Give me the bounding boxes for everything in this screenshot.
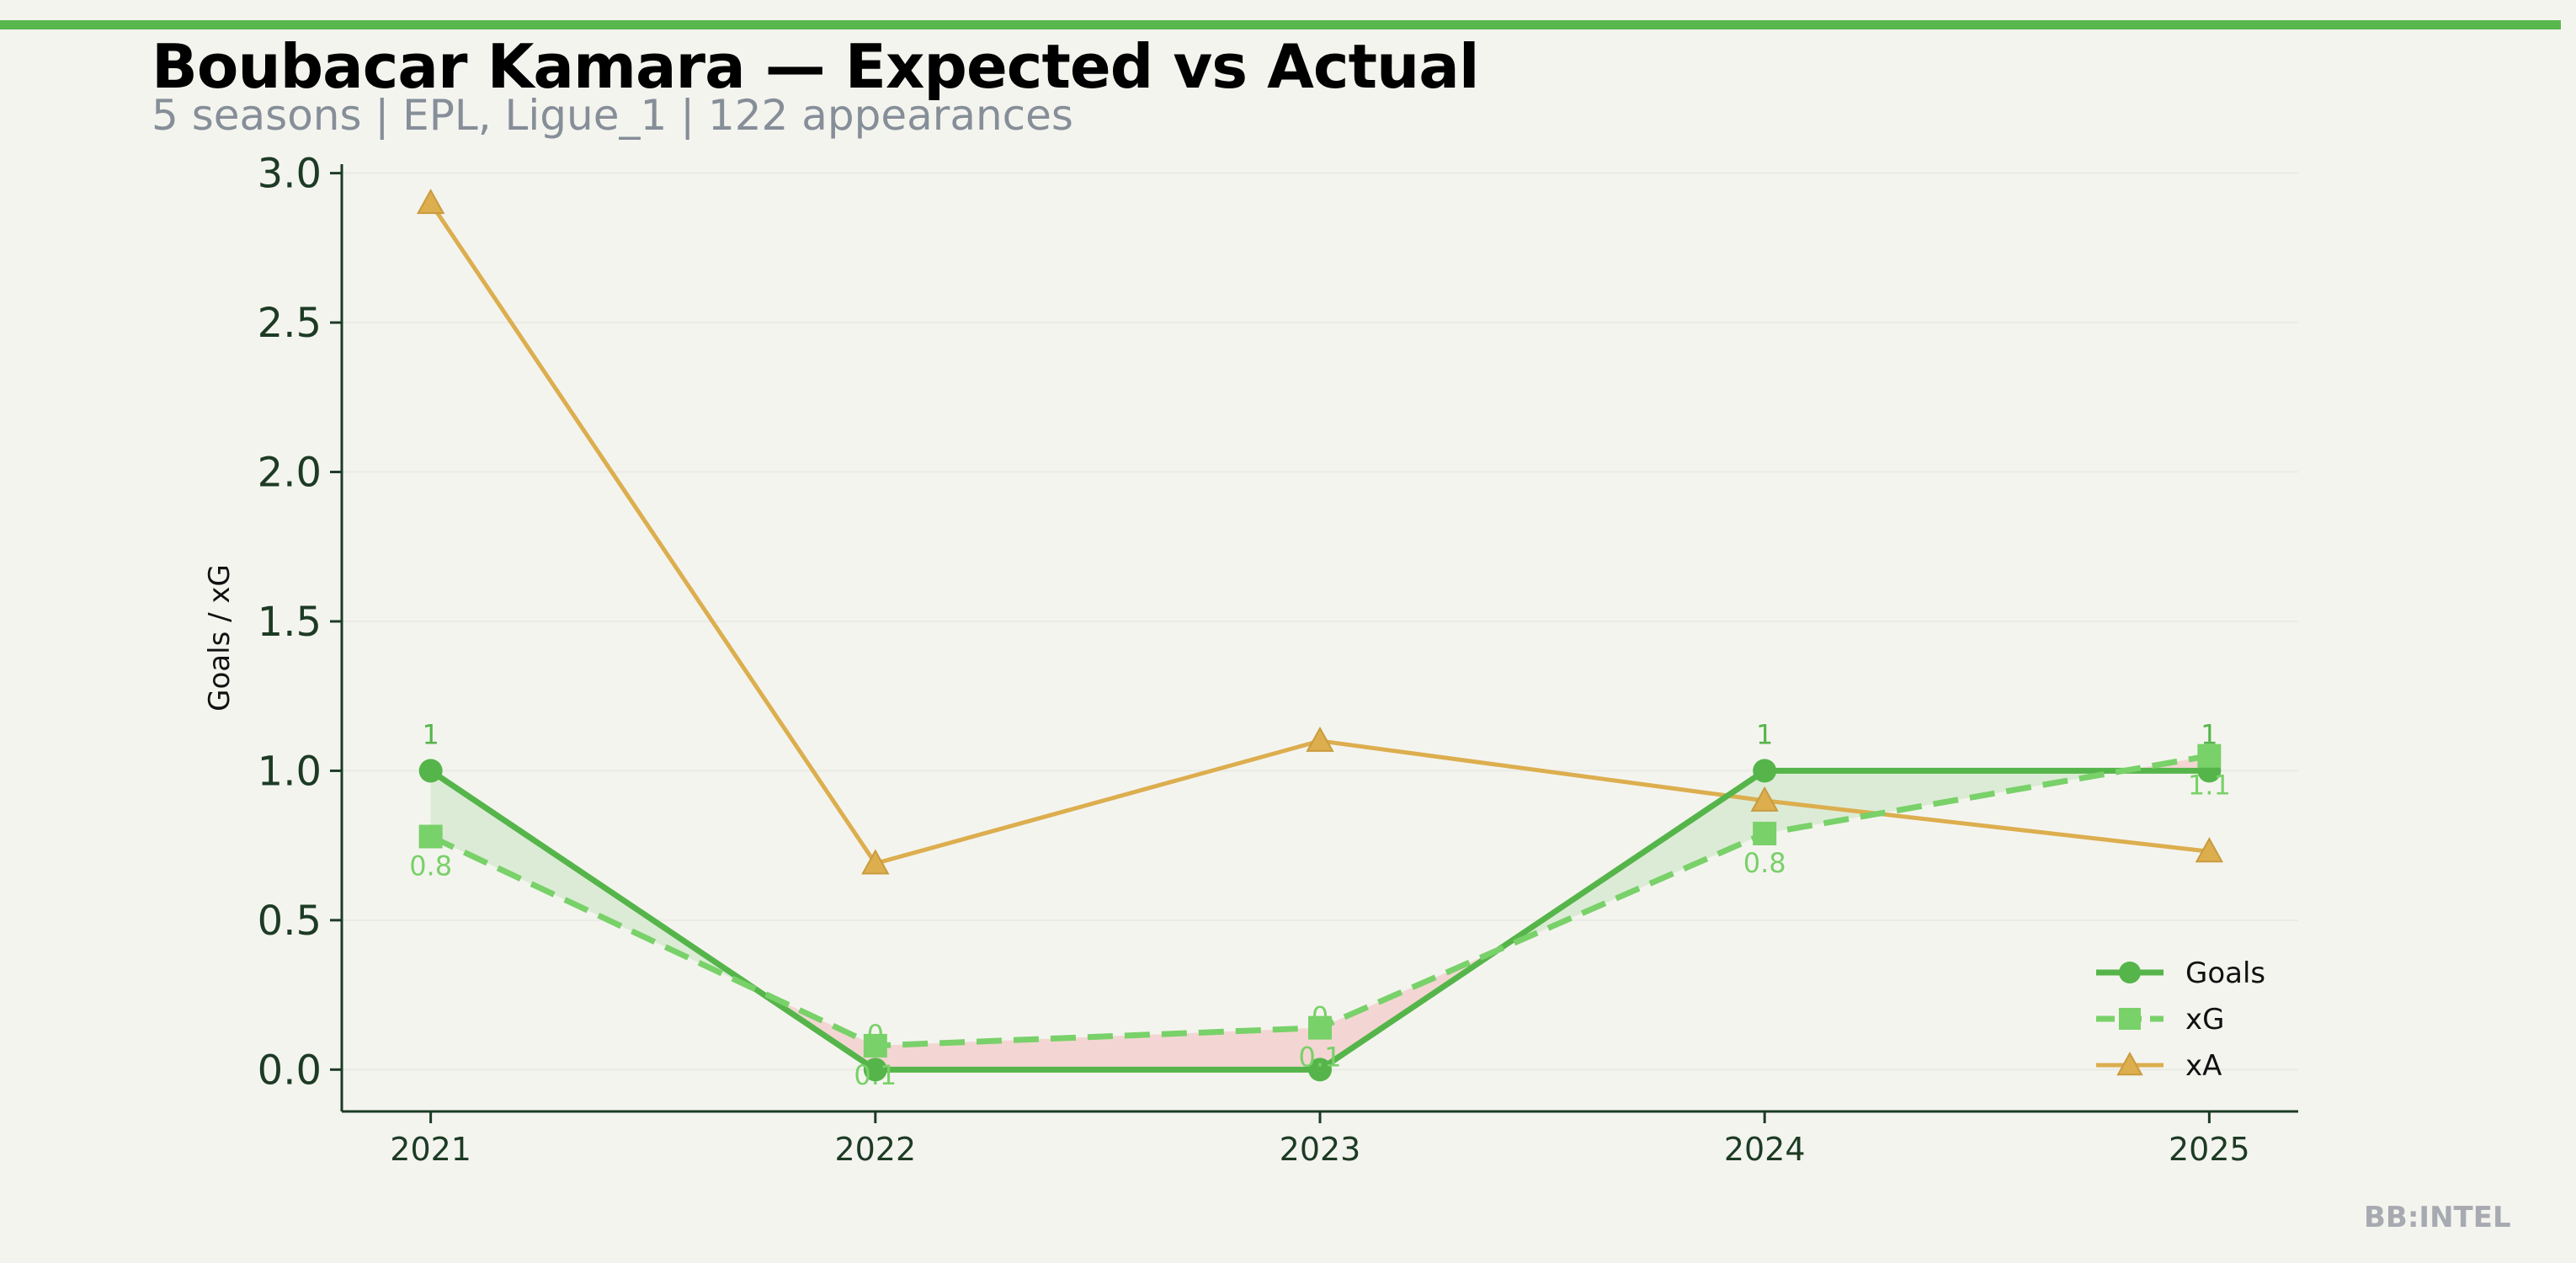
difference-area — [2123, 755, 2210, 771]
legend-marker-goals — [2119, 962, 2141, 983]
marker-xg — [2197, 743, 2222, 768]
y-tick-label: 1.5 — [258, 599, 322, 646]
marker-xg — [1308, 1015, 1332, 1040]
xg-value-label: 0.1 — [854, 1059, 897, 1091]
legend-label-goals: Goals — [2185, 957, 2265, 990]
xg-value-label: 1.1 — [2188, 770, 2231, 802]
x-tick-label: 2023 — [1280, 1131, 1361, 1168]
difference-area — [875, 1027, 1320, 1070]
axes: 0.0 0.5 1.0 1.5 2.0 2.5 3.0 2021 2022 2023 2024 202… — [203, 151, 2298, 1168]
marker-xa — [2195, 837, 2224, 863]
y-tick-label: 1.0 — [258, 748, 322, 795]
y-tick-label: 3.0 — [258, 151, 322, 198]
legend-marker-xa — [2116, 1051, 2143, 1076]
marker-goals — [863, 1058, 887, 1082]
goals-value-label: 1 — [2201, 718, 2217, 750]
marker-xg — [863, 1033, 887, 1058]
overlap-value-label: 0 — [867, 1019, 884, 1051]
marker-xa — [1750, 786, 1779, 812]
x-tick-label: 2025 — [2169, 1131, 2250, 1168]
y-tick-label: 2.0 — [258, 450, 322, 497]
x-tick-label: 2021 — [390, 1131, 471, 1168]
y-tick-label: 2.5 — [258, 300, 322, 347]
marker-xg — [418, 824, 443, 849]
legend-label-xa: xA — [2185, 1049, 2222, 1083]
marker-xa — [861, 849, 890, 875]
chart-title: Boubacar Kamara — Expected vs Actual — [152, 31, 1480, 102]
xg-value-label: 0.1 — [1299, 1042, 1342, 1074]
x-tick-label: 2024 — [1724, 1131, 1806, 1168]
marker-goals — [1753, 759, 1777, 783]
series-line-xa — [428, 201, 2210, 866]
y-axis-label: Goals / xG — [203, 564, 237, 711]
series-lines — [428, 201, 2210, 1073]
marker-goals — [418, 759, 443, 783]
brand-watermark: BB:INTEL — [2364, 1201, 2511, 1234]
x-tick-label: 2022 — [834, 1131, 916, 1168]
overlap-value-label: 0 — [1312, 1001, 1328, 1033]
data-labels: 1 1 1 0.8 0.1 0.1 0.8 1.1 0 0 — [409, 718, 2231, 1090]
legend: Goals xG xA — [2096, 957, 2265, 1083]
goals-value-label: 1 — [1756, 718, 1773, 750]
accent-bar — [0, 20, 2561, 29]
xg-value-label: 0.8 — [409, 850, 452, 882]
chart-subtitle: 5 seasons | EPL, Ligue_1 | 122 appearanc… — [152, 91, 1073, 140]
y-tick-label: 0.0 — [258, 1047, 322, 1094]
grid-lines — [342, 172, 2298, 1071]
xg-value-label: 0.8 — [1743, 847, 1786, 879]
marker-xg — [1753, 821, 1777, 845]
y-tick-label: 0.5 — [258, 898, 322, 945]
legend-marker-xg — [2119, 1008, 2141, 1030]
marker-goals — [1308, 1058, 1332, 1082]
marker-xa — [1306, 726, 1334, 752]
legend-label-xg: xG — [2185, 1003, 2224, 1037]
goals-value-label: 1 — [422, 718, 439, 750]
series-markers — [416, 189, 2224, 1082]
marker-xa — [416, 189, 445, 215]
